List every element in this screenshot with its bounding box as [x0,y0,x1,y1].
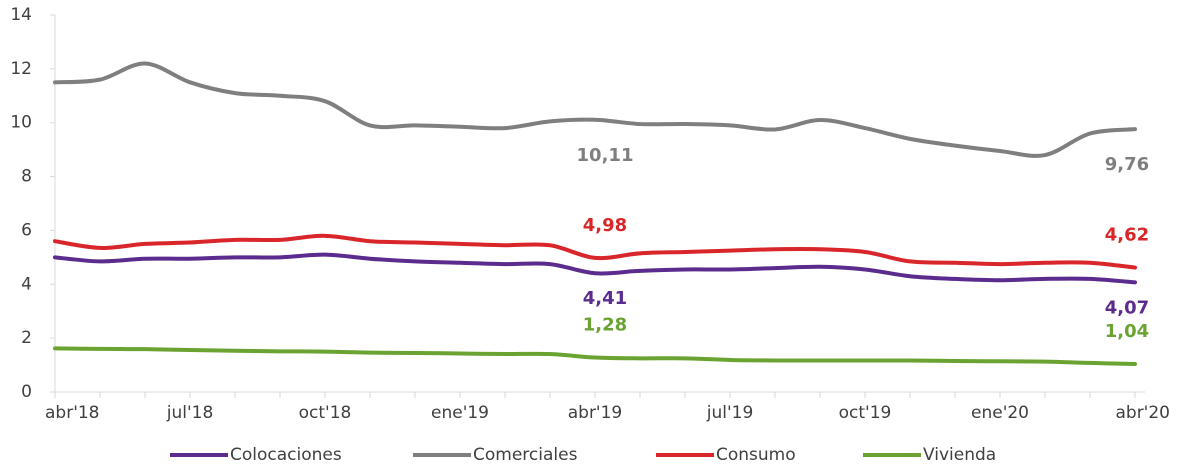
x-tick-label: ene'19 [431,403,489,423]
y-tick-label: 8 [21,167,32,187]
legend-label: Colocaciones [230,445,342,465]
data-label: 4,62 [1105,225,1149,246]
data-label: 4,98 [583,215,627,236]
x-tick-label: abr'19 [568,403,623,423]
data-label: 10,11 [577,145,634,166]
y-tick-label: 6 [21,220,32,240]
x-tick-label: jul'18 [166,403,214,423]
x-tick-label: ene'20 [971,403,1029,423]
data-label: 9,76 [1105,154,1149,175]
x-tick-label: abr'20 [1115,403,1170,423]
legend-label: Consumo [716,445,796,465]
y-tick-label: 10 [10,113,32,133]
x-tick-label: abr'18 [45,403,100,423]
y-tick-label: 4 [21,274,32,294]
data-label: 1,04 [1105,321,1149,342]
series-line [53,346,1137,366]
legend-label: Comerciales [473,445,578,465]
y-tick-label: 0 [21,382,32,402]
y-tick-label: 14 [10,5,32,25]
series-line [53,252,1137,285]
data-label: 1,28 [583,315,627,336]
x-tick-label: jul'19 [706,403,754,423]
x-tick-label: oct'18 [299,403,352,423]
data-label: 4,41 [583,288,627,309]
y-tick-label: 2 [21,328,32,348]
data-label: 4,07 [1105,297,1149,318]
legend-label: Vivienda [923,445,996,465]
y-tick-label: 12 [10,59,32,79]
x-tick-label: oct'19 [839,403,892,423]
series-line [53,233,1137,270]
series-line [53,61,1137,158]
